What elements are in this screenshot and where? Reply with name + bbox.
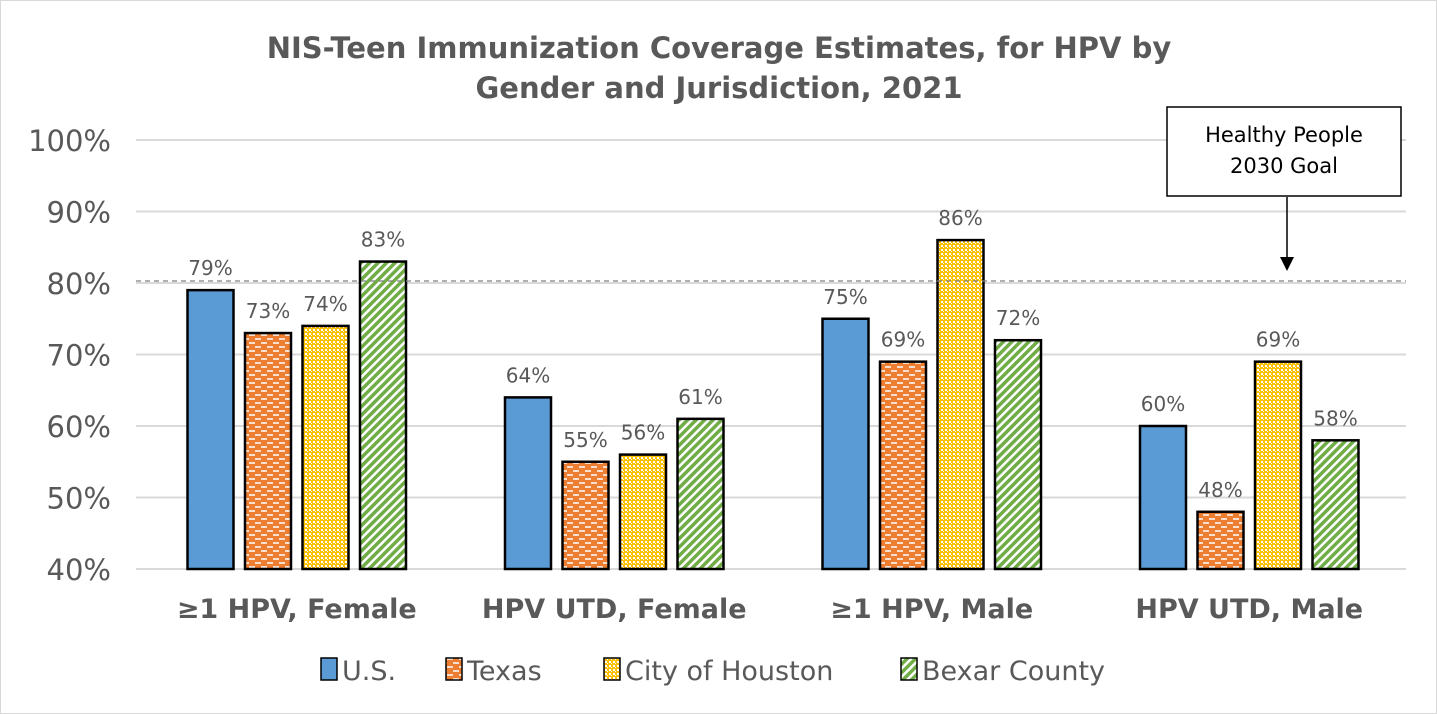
chart-title-line-1: NIS-Teen Immunization Coverage Estimates… xyxy=(267,31,1172,65)
bar-city-of-houston xyxy=(301,324,350,571)
bar-u-s- xyxy=(186,288,235,571)
legend-swatch xyxy=(900,657,918,681)
data-label: 61% xyxy=(678,385,722,409)
goal-callout-box xyxy=(1166,106,1402,197)
goal-callout-text: Healthy People xyxy=(1205,123,1363,147)
data-label: 79% xyxy=(188,256,232,280)
data-label: 86% xyxy=(938,206,982,230)
data-label: 74% xyxy=(303,292,347,316)
y-tick-label: 40% xyxy=(47,553,111,587)
bar-u-s- xyxy=(821,317,870,571)
x-tick-label: HPV UTD, Male xyxy=(1135,594,1363,625)
data-label: 69% xyxy=(881,328,925,352)
y-tick-label: 50% xyxy=(47,482,111,516)
bar-u-s- xyxy=(503,396,553,571)
chart-title-line-2: Gender and Jurisdiction, 2021 xyxy=(475,71,962,105)
x-tick-label: ≥1 HPV, Male xyxy=(830,594,1033,625)
bar-u-s- xyxy=(1138,424,1188,571)
legend-swatch xyxy=(445,657,463,681)
y-tick-label: 100% xyxy=(28,124,111,158)
data-label: 73% xyxy=(246,299,290,323)
legend-label: U.S. xyxy=(342,656,396,687)
bar-texas xyxy=(561,460,610,571)
y-tick-label: 60% xyxy=(47,410,111,444)
bar-city-of-houston xyxy=(618,453,668,571)
legend-swatch xyxy=(320,657,338,681)
data-label: 56% xyxy=(621,421,665,445)
bar-bexar-county xyxy=(676,417,725,571)
bar-texas xyxy=(878,360,928,571)
data-label: 69% xyxy=(1256,328,1300,352)
data-label: 75% xyxy=(823,285,867,309)
data-label: 55% xyxy=(563,428,607,452)
bar-city-of-houston xyxy=(936,238,985,571)
bar-bexar-county xyxy=(1311,439,1360,571)
bar-city-of-houston xyxy=(1253,360,1303,571)
bar-texas xyxy=(1196,510,1245,571)
data-label: 60% xyxy=(1141,392,1185,416)
data-label: 58% xyxy=(1313,406,1357,430)
data-label: 64% xyxy=(506,363,550,387)
legend-label: Texas xyxy=(466,656,542,687)
legend-label: City of Houston xyxy=(625,656,833,687)
bar-texas xyxy=(243,331,293,571)
x-tick-label: HPV UTD, Female xyxy=(482,594,747,625)
bar-bexar-county xyxy=(358,260,408,571)
data-label: 48% xyxy=(1198,478,1242,502)
goal-arrow-head xyxy=(1280,257,1294,271)
data-label: 72% xyxy=(996,306,1040,330)
goal-callout-text: 2030 Goal xyxy=(1230,154,1338,178)
legend-label: Bexar County xyxy=(922,656,1105,687)
y-tick-label: 70% xyxy=(47,339,111,373)
x-tick-label: ≥1 HPV, Female xyxy=(177,594,417,625)
legend-swatch xyxy=(603,657,621,681)
bar-bexar-county xyxy=(993,338,1043,571)
y-tick-label: 90% xyxy=(47,196,111,230)
data-label: 83% xyxy=(361,228,405,252)
y-tick-label: 80% xyxy=(47,267,111,301)
